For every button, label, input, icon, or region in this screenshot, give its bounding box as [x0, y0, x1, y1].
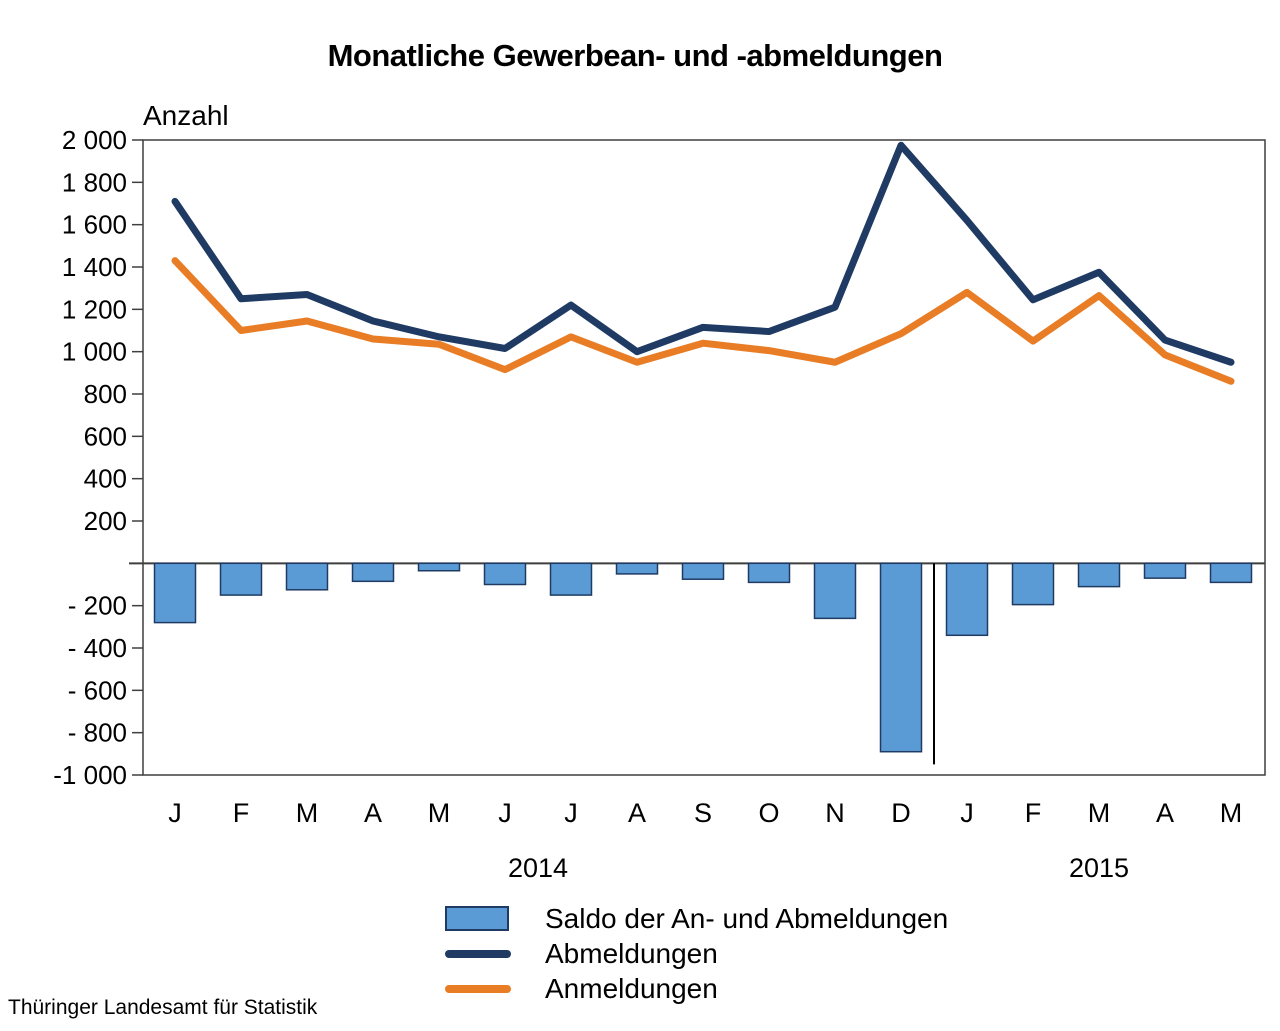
- x-axis-month-label: A: [1156, 798, 1174, 828]
- x-axis-month-label: J: [960, 798, 974, 828]
- y-axis-tick-label: 2 000: [62, 125, 127, 155]
- bar-saldo-J-12: [945, 562, 989, 637]
- y-axis-tick-label: - 200: [68, 591, 127, 621]
- bar-saldo-D-11: [879, 562, 923, 753]
- bar-saldo-O-9: [747, 562, 791, 584]
- y-axis-tick-label: 1 000: [62, 337, 127, 367]
- legend-item-abmeldungen: Abmeldungen: [445, 936, 948, 971]
- y-axis-tick-label: - 400: [68, 633, 127, 663]
- legend: Saldo der An- und Abmeldungen Abmeldunge…: [445, 901, 948, 1006]
- bar-saldo-A-7: [615, 562, 659, 575]
- anmeldungen-line-swatch-icon: [445, 984, 511, 993]
- x-axis-month-label: F: [1025, 798, 1042, 828]
- y-axis-unit-label: Anzahl: [143, 100, 229, 131]
- x-axis-month-label: A: [364, 798, 382, 828]
- x-axis-month-label: N: [825, 798, 845, 828]
- legend-swatch-wrap: [445, 906, 513, 931]
- bar-saldo-J-6: [549, 562, 593, 596]
- bar-saldo-J-0: [153, 562, 197, 624]
- chart-title: Monatliche Gewerbean- und -abmeldungen: [327, 38, 943, 73]
- x-axis-year-label: 2015: [1069, 853, 1129, 883]
- bar-saldo-F-1: [219, 562, 263, 596]
- y-axis-tick-label: 800: [84, 379, 127, 409]
- saldo-bar-swatch-icon: [445, 906, 509, 931]
- y-axis-tick-label: 400: [84, 464, 127, 494]
- bar-saldo-N-10: [813, 562, 857, 620]
- x-axis-month-label: O: [758, 798, 779, 828]
- abmeldungen-line-swatch-icon: [445, 949, 511, 958]
- bar-saldo-A-15: [1143, 562, 1187, 579]
- x-axis-month-label: J: [498, 798, 512, 828]
- x-axis-month-label: J: [168, 798, 182, 828]
- y-axis-tick-label: 1 800: [62, 167, 127, 197]
- legend-item-saldo: Saldo der An- und Abmeldungen: [445, 901, 948, 936]
- y-axis-tick-label: - 600: [68, 675, 127, 705]
- legend-label-saldo: Saldo der An- und Abmeldungen: [545, 902, 949, 934]
- legend-swatch-wrap: [445, 984, 513, 993]
- line-anmeldungen: [171, 257, 1235, 385]
- bar-saldo-A-3: [351, 562, 395, 583]
- bar-saldo-M-2: [285, 562, 329, 591]
- y-axis-tick-label: 1 400: [62, 252, 127, 282]
- bar-saldo-M-16: [1209, 562, 1253, 584]
- x-axis-month-label: A: [628, 798, 646, 828]
- y-axis-tick-label: 1 600: [62, 210, 127, 240]
- bar-saldo-M-4: [417, 562, 461, 572]
- plot-border: [142, 139, 1266, 776]
- x-axis-month-label: M: [296, 798, 319, 828]
- line-abmeldungen: [171, 141, 1235, 366]
- y-axis-tick-label: 1 200: [62, 294, 127, 324]
- y-axis-tick-label: 200: [84, 506, 127, 536]
- x-axis-year-label: 2014: [508, 853, 568, 883]
- x-axis-month-label: M: [428, 798, 451, 828]
- legend-item-anmeldungen: Anmeldungen: [445, 971, 948, 1006]
- legend-label-anmeldungen: Anmeldungen: [545, 972, 718, 1004]
- y-axis-tick-label: -1 000: [53, 760, 127, 790]
- x-axis-month-label: F: [233, 798, 250, 828]
- y-axis-tick-label: 600: [84, 421, 127, 451]
- legend-label-abmeldungen: Abmeldungen: [545, 937, 718, 969]
- x-axis-month-label: M: [1220, 798, 1243, 828]
- bar-saldo-M-14: [1077, 562, 1121, 588]
- x-axis-month-label: S: [694, 798, 712, 828]
- legend-swatch-wrap: [445, 949, 513, 958]
- bar-saldo-J-5: [483, 562, 527, 586]
- x-axis-month-label: D: [891, 798, 911, 828]
- bar-saldo-S-8: [681, 562, 725, 580]
- y-axis-tick-label: - 800: [68, 718, 127, 748]
- bar-saldo-F-13: [1011, 562, 1055, 606]
- x-axis-month-label: M: [1088, 798, 1111, 828]
- source-label: Thüringer Landesamt für Statistik: [8, 996, 318, 1019]
- chart-svg: 2 000 1 800 1 600 1 400 1 200 1 000 800 600 400 2…: [53, 125, 1266, 883]
- x-axis-month-label: J: [564, 798, 578, 828]
